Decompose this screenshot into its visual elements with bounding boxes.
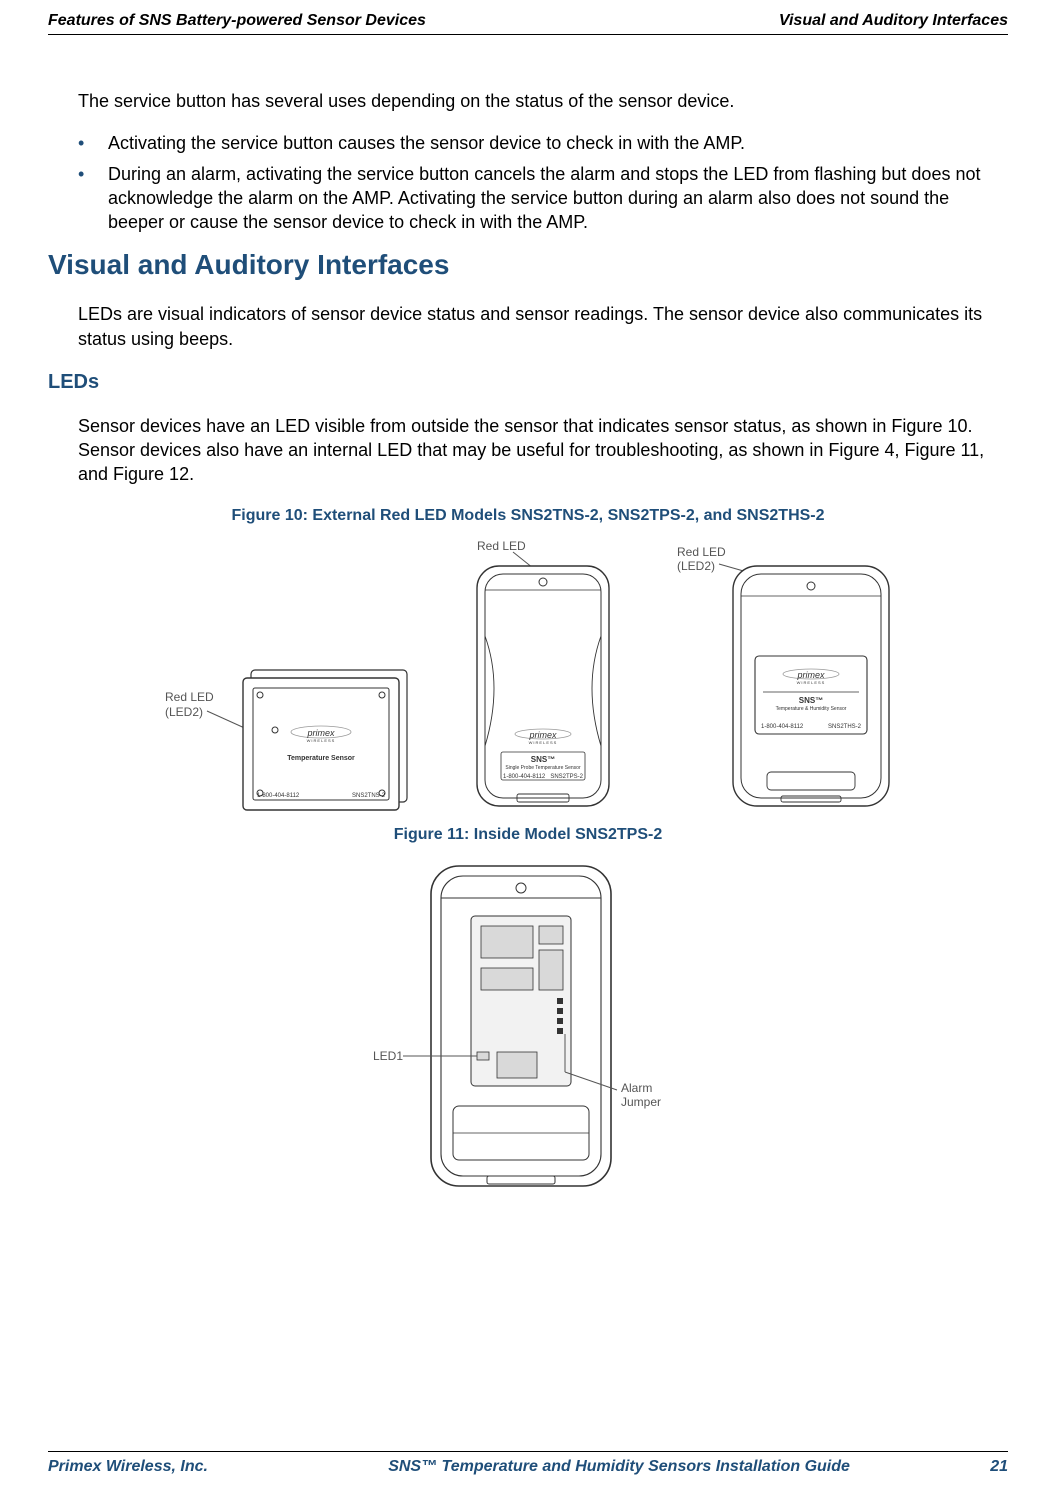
brand-sub-text: WIRELESS [797, 680, 826, 685]
component [481, 968, 533, 990]
model-text: SNS2TPS-2 [550, 774, 583, 780]
led-hole-icon [516, 883, 526, 893]
led-label: Red LED [677, 545, 726, 559]
footer-page-number: 21 [990, 1458, 1008, 1476]
page-header: Features of SNS Battery-powered Sensor D… [48, 0, 1008, 35]
header-left: Features of SNS Battery-powered Sensor D… [48, 12, 426, 30]
figure-11-caption: Figure 11: Inside Model SNS2TPS-2 [48, 824, 1008, 846]
phone-text: 1-800-404-8112 [503, 774, 546, 780]
bullet-item: Activating the service button causes the… [78, 131, 1008, 155]
intro-paragraph: The service button has several uses depe… [78, 89, 1008, 113]
figure-11: LED1 Alarm Jumper [48, 856, 1008, 1216]
component [497, 1052, 537, 1078]
device-inside-sns2tps: LED1 Alarm Jumper [353, 856, 703, 1216]
component [539, 950, 563, 990]
header-right: Visual and Auditory Interfaces [779, 12, 1008, 30]
bullet-item: During an alarm, activating the service … [78, 162, 1008, 235]
product-text: SNS™ [531, 755, 555, 764]
section-heading: Visual and Auditory Interfaces [48, 246, 1008, 284]
brand-text: primex [796, 670, 825, 680]
subsection-heading: LEDs [48, 369, 1008, 396]
component [481, 926, 533, 958]
footer-left: Primex Wireless, Inc. [48, 1458, 208, 1476]
figure-10: Red LED (LED2) primex [48, 536, 1008, 816]
brand-sub-text: WIRELESS [307, 738, 336, 743]
device-sns2tps: Red LED primex WIRELESS SNS™ Single Prob [443, 536, 643, 816]
device-front [243, 678, 399, 810]
led-label: Red LED [165, 690, 214, 704]
bullet-list: Activating the service button causes the… [78, 131, 1008, 234]
brand-text: primex [528, 730, 557, 740]
device-sns2ths: Red LED (LED2) primex WIRELESS SNS™ Temp… [671, 536, 901, 816]
led1-label: LED1 [373, 1049, 403, 1063]
subsection-paragraph: Sensor devices have an LED visible from … [78, 414, 1008, 487]
brand-text: primex [306, 728, 335, 738]
led-label: (LED2) [165, 705, 203, 719]
page: Features of SNS Battery-powered Sensor D… [0, 0, 1056, 1496]
led-icon [807, 582, 815, 590]
phone-text: 1-800-404-8112 [257, 793, 300, 799]
jumper-label: Alarm [621, 1081, 652, 1095]
device-sns2tns: Red LED (LED2) primex [155, 596, 415, 816]
led1-icon [477, 1052, 489, 1060]
model-text: SNS2THS-2 [828, 724, 862, 730]
figure-10-caption: Figure 10: External Red LED Models SNS2T… [48, 505, 1008, 527]
product-sub-text: Single Probe Temperature Sensor [505, 765, 581, 771]
led-label: (LED2) [677, 559, 715, 573]
product-sub-text: Temperature & Humidity Sensor [776, 706, 847, 712]
device-label: Temperature Sensor [287, 755, 355, 762]
led-icon [539, 578, 547, 586]
section-paragraph: LEDs are visual indicators of sensor dev… [78, 302, 1008, 351]
device-body [733, 566, 889, 806]
jumper-label: Jumper [621, 1095, 661, 1109]
led-icon [272, 727, 278, 733]
content: The service button has several uses depe… [48, 35, 1008, 1216]
model-text: SNS2TNS-2 [352, 793, 386, 799]
product-text: SNS™ [799, 696, 823, 705]
page-footer: Primex Wireless, Inc. SNS™ Temperature a… [48, 1451, 1008, 1476]
brand-sub-text: WIRELESS [529, 740, 558, 745]
footer-center: SNS™ Temperature and Humidity Sensors In… [208, 1458, 990, 1476]
component [539, 926, 563, 944]
phone-text: 1-800-404-8112 [761, 724, 804, 730]
led-label: Red LED [477, 539, 526, 553]
